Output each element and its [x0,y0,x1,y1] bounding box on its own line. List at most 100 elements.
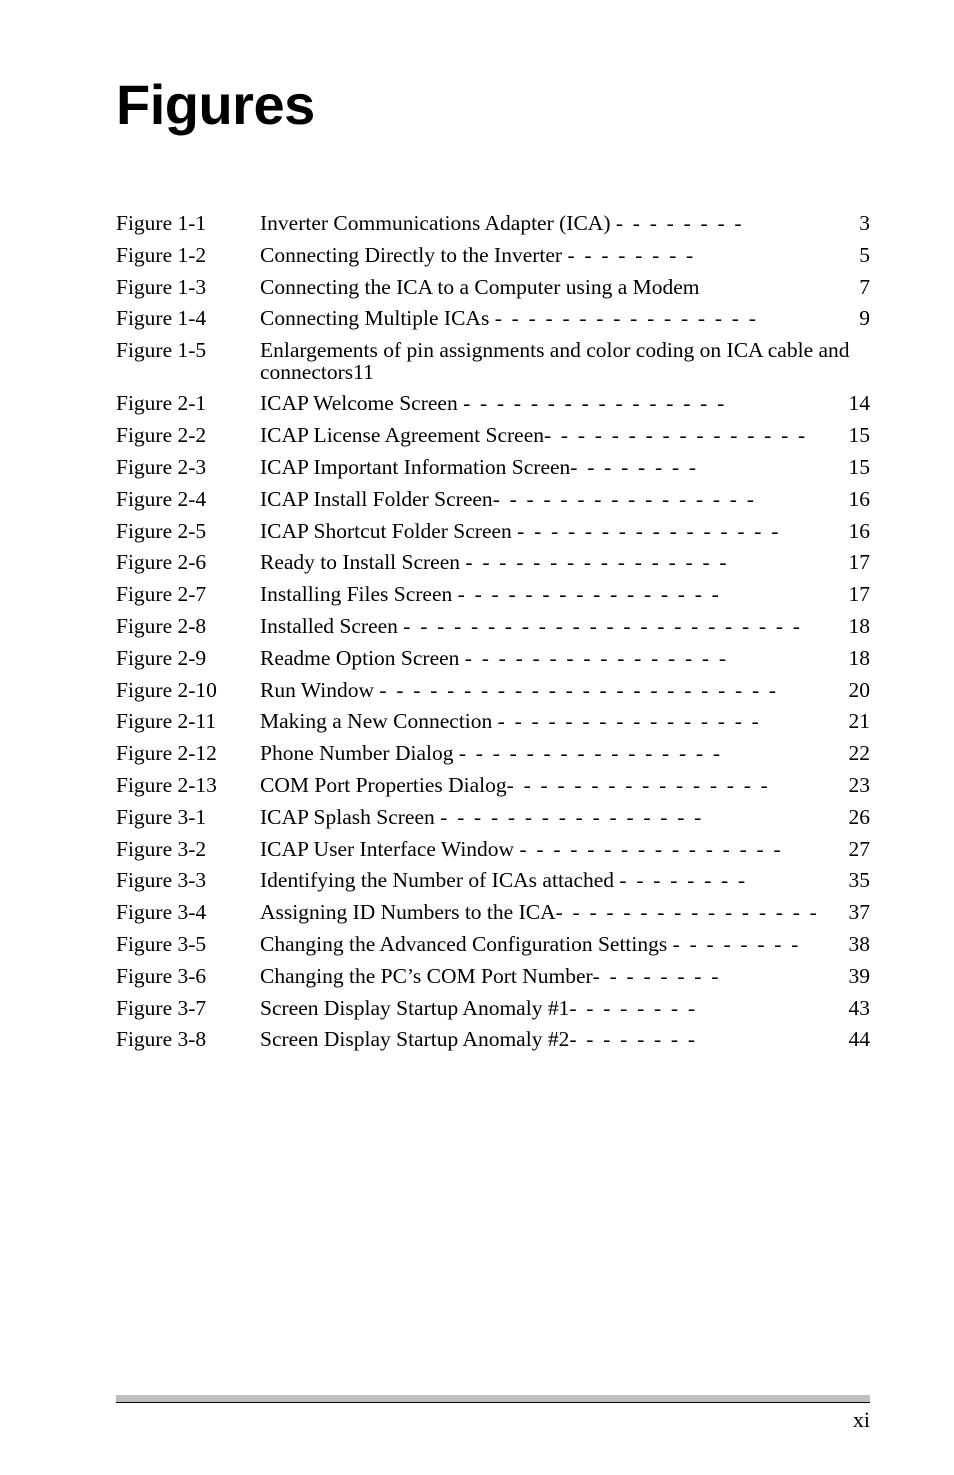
figures-entry: Figure 2-8Installed Screen - - - - - - -… [116,616,870,638]
dash-leader: - - - - - - - - - - - - - - - - - - - - … [403,614,802,638]
figure-label: Figure 1-3 [116,277,246,299]
figures-entry: Figure 1-4Connecting Multiple ICAs - - -… [116,308,870,330]
figure-title: ICAP Shortcut Folder Screen [260,519,517,543]
figures-entry: Figure 3-4 Assigning ID Numbers to the IC… [116,902,870,924]
figure-title-cell: Changing the PC’s COM Port Number- - - -… [260,966,828,988]
figure-title: Connecting Directly to the Inverter [260,243,567,267]
dash-leader: - - - - - - - - - - - - - - - - [507,773,770,797]
figure-title: Connecting Multiple ICAs [260,306,495,330]
figure-label: Figure 1-1 [116,213,246,235]
figure-title: Connecting the ICA to a Computer using a… [260,275,705,299]
figures-entry: Figure 2-2ICAP License Agreement Screen-… [116,425,870,447]
footer-rule [116,1395,870,1403]
figure-label: Figure 2-3 [116,457,246,479]
figure-page: 38 [842,934,870,956]
figure-label: Figure 3-5 [116,934,246,956]
figure-page: 23 [842,775,870,797]
figure-page: 15 [842,425,870,447]
figure-title: Changing the Advanced Configuration Sett… [260,932,673,956]
figures-entry: Figure 2-13COM Port Properties Dialog- -… [116,775,870,797]
figure-title: Identifying the Number of ICAs attached [260,868,619,892]
figure-title-cell: Identifying the Number of ICAs attached … [260,870,828,892]
dash-leader: - - - - - - - - - - - - - - - - [495,306,758,330]
figures-entry: Figure 3-3 Identifying the Number of ICAs… [116,870,870,892]
dash-leader: - - - - - - - - [619,868,747,892]
figure-title-cell: Inverter Communications Adapter (ICA) - … [260,213,828,235]
figure-page: 44 [842,1029,870,1051]
figure-title: Making a New Connection [260,709,498,733]
dash-leader: - - - - - - - - [673,932,801,956]
figure-title-cell: Assigning ID Numbers to the ICA- - - - -… [260,902,828,924]
figure-title: ICAP User Interface Window [260,837,519,861]
figure-title-cell: ICAP License Agreement Screen- - - - - -… [260,425,828,447]
figures-entry: Figure 2-7 Installing Files Screen - - - … [116,584,870,606]
figure-title: Inverter Communications Adapter (ICA) [260,211,616,235]
figure-title-cell: Ready to Install Screen - - - - - - - - … [260,552,828,574]
figure-title-cell: Readme Option Screen - - - - - - - - - -… [260,648,828,670]
figure-label: Figure 3-6 [116,966,246,988]
figure-title: Installing Files Screen [260,582,458,606]
figure-label: Figure 3-4 [116,902,246,924]
figure-label: Figure 2-7 [116,584,246,606]
figures-entry: Figure 3-7 Screen Display Startup Anomaly… [116,998,870,1020]
figure-label: Figure 3-1 [116,807,246,829]
figure-label: Figure 3-3 [116,870,246,892]
figure-title: Phone Number Dialog [260,741,459,765]
figures-entry: Figure 3-5 Changing the Advanced Configur… [116,934,870,956]
figures-entry: Figure 2-5ICAP Shortcut Folder Screen - … [116,521,870,543]
figure-page: 15 [842,457,870,479]
dash-leader: - - - - - - - - - - - - - - - - [459,741,722,765]
figure-title-cell: Connecting Directly to the Inverter - - … [260,245,828,267]
figure-title-cell: ICAP Welcome Screen - - - - - - - - - - … [260,393,828,415]
figure-title: Run Window [260,678,379,702]
dash-leader: - - - - - - - - - - - - - - - - [465,550,728,574]
figure-label: Figure 2-4 [116,489,246,511]
figure-title-cell: Phone Number Dialog - - - - - - - - - - … [260,743,828,765]
dash-leader: - - - - - - - - - - - - - - - - [556,900,819,924]
dash-leader: - - - - - - - - - - - - - - - - [440,805,703,829]
figure-page: 39 [842,966,870,988]
figure-page: 16 [842,489,870,511]
figure-page: 17 [842,584,870,606]
figure-title-cell: Installing Files Screen - - - - - - - - … [260,584,828,606]
figure-title-cell: ICAP Important Information Screen- - - -… [260,457,828,479]
dash-leader: - - - - - - - - - - - - - - - - [544,423,807,447]
figures-entry: Figure 1-5Enlargements of pin assignment… [116,340,870,383]
figure-page: 3 [842,213,870,235]
figure-label: Figure 2-6 [116,552,246,574]
page-title: Figures [116,72,870,137]
dash-leader: - - - - - - - - [567,243,695,267]
figures-entry: Figure 1-2Connecting Directly to the Inv… [116,245,870,267]
figures-entry: Figure 2-1 ICAP Welcome Screen - - - - - … [116,393,870,415]
figures-entry: Figure 1-1 Inverter Communications Adapte… [116,213,870,235]
figure-page: 9 [842,308,870,330]
dash-leader: - - - - - - - - [616,211,744,235]
figure-title: Screen Display Startup Anomaly #1 [260,996,569,1020]
figure-page: 37 [842,902,870,924]
figure-title-cell: Making a New Connection - - - - - - - - … [260,711,828,733]
figure-title-cell: ICAP Install Folder Screen- - - - - - - … [260,489,828,511]
figure-title: Ready to Install Screen [260,550,465,574]
figures-entry: Figure 2-10Run Window - - - - - - - - - … [116,680,870,702]
figure-title: Readme Option Screen [260,646,465,670]
figure-title: Changing the PC’s COM Port Number [260,964,593,988]
figure-page: 5 [842,245,870,267]
figure-label: Figure 2-12 [116,743,246,765]
figure-page: 21 [842,711,870,733]
figure-page: 20 [842,680,870,702]
dash-leader: - - - - - - - - [569,1027,697,1051]
figure-title: ICAP Splash Screen [260,805,440,829]
figure-label: Figure 1-5 [116,340,246,383]
figure-label: Figure 3-7 [116,998,246,1020]
figures-entry: Figure 2-6 Ready to Install Screen - - - … [116,552,870,574]
figure-title-cell: ICAP Shortcut Folder Screen - - - - - - … [260,521,828,543]
figure-title-cell: Connecting Multiple ICAs - - - - - - - -… [260,308,828,330]
figure-page: 17 [842,552,870,574]
figure-title-cell: ICAP User Interface Window - - - - - - -… [260,839,828,861]
figure-title: COM Port Properties Dialog [260,773,507,797]
figure-label: Figure 2-1 [116,393,246,415]
figure-title-cell: COM Port Properties Dialog- - - - - - - … [260,775,828,797]
dash-leader: - - - - - - - - - - - - - - - - [493,487,756,511]
figures-entry: Figure 3-1 ICAP Splash Screen - - - - - -… [116,807,870,829]
figure-page: 43 [842,998,870,1020]
